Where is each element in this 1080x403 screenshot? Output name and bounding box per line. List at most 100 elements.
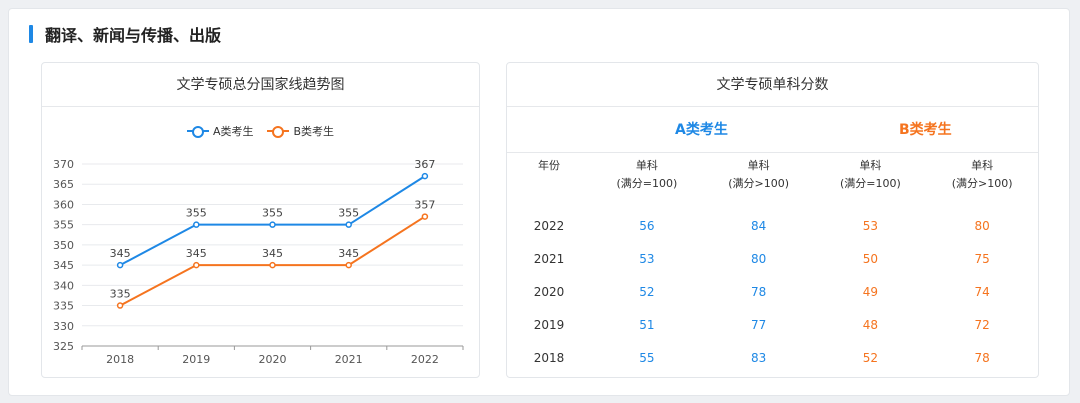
cell-b-eq100: 50 <box>862 251 879 266</box>
header-a-gt100-line2: (满分>100) <box>728 177 790 190</box>
data-point <box>421 172 429 180</box>
cell-b-eq100: 49 <box>862 284 879 299</box>
header-b-gt100-line2: (满分>100) <box>951 177 1013 190</box>
y-tick-label: 355 <box>53 219 74 232</box>
header-a-gt100: 单科 (满分>100) <box>703 153 815 209</box>
y-tick-label: 365 <box>53 178 74 191</box>
line-chart: 325 330 335 340 345 350 355 360 365 370 2018 2019 20… <box>53 158 464 366</box>
cell-b-eq100: 52 <box>862 350 879 365</box>
table-header-row: 年份 单科 (满分=100) 单科 (满分>100) 单科 (满分=100) 单科 (满… <box>507 153 1038 209</box>
group-label-a: A类考生 <box>675 122 728 138</box>
group-label-b: B类考生 <box>899 122 952 138</box>
score-table: 年份 单科 (满分=100) 单科 (满分>100) 单科 (满分=100) 单科 (满… <box>507 153 1038 374</box>
cell-b-gt100: 75 <box>974 251 990 266</box>
cell-b-eq100: 48 <box>862 317 879 332</box>
section-header: 翻译、新闻与传播、出版 <box>29 23 221 45</box>
legend-label-b: B类考生 <box>293 125 335 138</box>
y-tick-label: 370 <box>53 158 74 171</box>
x-tick-label: 2019 <box>182 353 210 366</box>
data-point <box>116 302 124 309</box>
cell-a-gt100: 84 <box>750 218 767 233</box>
data-label: 367 <box>414 158 435 171</box>
series-line-b <box>119 215 426 307</box>
data-point <box>193 261 200 269</box>
header-b-gt100-line1: 单科 <box>971 159 994 172</box>
data-label: 355 <box>262 207 283 220</box>
data-label: 345 <box>110 247 131 260</box>
data-label: 355 <box>186 207 207 220</box>
cell-a-eq100: 56 <box>639 218 655 233</box>
table-panel-title: 文学专硕单科分数 <box>507 63 1038 107</box>
cell-year: 2020 <box>533 284 565 299</box>
y-tick-label: 360 <box>53 198 74 211</box>
legend-label-a: A类考生 <box>212 125 254 138</box>
x-tick-label: 2018 <box>106 353 134 366</box>
table-row: 2019 51 77 48 72 <box>507 308 1038 341</box>
table-row: 2022 56 84 53 80 <box>507 209 1038 242</box>
header-b-eq100-line1: 单科 <box>859 159 882 172</box>
data-label: 345 <box>338 247 359 260</box>
cell-a-gt100: 77 <box>750 317 767 332</box>
cell-a-gt100: 78 <box>750 284 767 299</box>
data-point <box>269 221 276 228</box>
y-tick-label: 345 <box>53 259 74 272</box>
cell-b-eq100: 53 <box>862 218 879 233</box>
cell-a-gt100: 80 <box>750 251 767 266</box>
cell-a-eq100: 51 <box>639 317 655 332</box>
data-point <box>116 261 124 269</box>
score-table-panel: 文学专硕单科分数 A类考生 B类考生 年份 单科 (满分=100) 单科 (满分>1… <box>506 62 1039 378</box>
data-point <box>345 221 352 228</box>
data-point <box>345 261 352 269</box>
data-point <box>421 213 429 220</box>
cell-year: 2022 <box>533 218 565 233</box>
section-accent-bar <box>29 25 33 43</box>
group-header-row: A类考生 B类考生 <box>507 107 1038 153</box>
cell-a-gt100: 83 <box>750 350 767 365</box>
y-tick-label: 325 <box>53 340 74 353</box>
cell-year: 2019 <box>533 317 565 332</box>
y-tick-label: 340 <box>53 279 74 292</box>
data-point <box>193 221 200 228</box>
legend-swatch-a <box>186 125 209 138</box>
data-label: 345 <box>262 247 283 260</box>
cell-a-eq100: 52 <box>639 284 655 299</box>
header-a-gt100-line1: 单科 <box>747 159 770 172</box>
data-label: 357 <box>414 199 435 212</box>
header-b-gt100: 单科 (满分>100) <box>926 153 1038 209</box>
data-point <box>269 261 276 269</box>
cell-a-eq100: 53 <box>639 251 655 266</box>
header-a-eq100-line1: 单科 <box>635 159 658 172</box>
data-label: 345 <box>186 247 207 260</box>
cell-b-gt100: 72 <box>974 317 990 332</box>
x-tick-label: 2021 <box>335 353 363 366</box>
header-a-eq100-line2: (满分=100) <box>616 177 678 190</box>
data-label: 355 <box>338 207 359 220</box>
chart-legend: A类考生 B类考生 <box>42 123 479 139</box>
y-tick-label: 330 <box>53 320 74 333</box>
cell-year: 2018 <box>533 350 565 365</box>
legend-swatch-b <box>267 125 290 138</box>
y-tick-label: 335 <box>53 300 74 313</box>
header-a-eq100: 单科 (满分=100) <box>591 153 703 209</box>
table-row: 2020 52 78 49 74 <box>507 275 1038 308</box>
cell-b-gt100: 80 <box>974 218 990 233</box>
legend-item-b[interactable]: B类考生 <box>267 123 334 139</box>
legend-item-a[interactable]: A类考生 <box>186 123 254 139</box>
trend-chart-panel: 文学专硕总分国家线趋势图 A类考生 B类考生 325 330 335 340 345 35… <box>41 62 480 378</box>
content-card: 翻译、新闻与传播、出版 文学专硕总分国家线趋势图 A类考生 B类考生 325 33… <box>8 8 1070 396</box>
table-row: 2021 53 80 50 75 <box>507 242 1038 275</box>
y-tick-label: 350 <box>53 239 74 252</box>
chart-panel-title: 文学专硕总分国家线趋势图 <box>42 63 479 107</box>
cell-b-gt100: 74 <box>974 284 990 299</box>
table-row: 2018 55 83 52 78 <box>507 341 1038 374</box>
header-b-eq100-line2: (满分=100) <box>839 177 901 190</box>
header-year: 年份 <box>538 159 560 172</box>
cell-year: 2021 <box>533 251 565 266</box>
x-tick-label: 2020 <box>259 353 287 366</box>
section-title: 翻译、新闻与传播、出版 <box>45 26 222 45</box>
cell-a-eq100: 55 <box>639 350 655 365</box>
x-tick-label: 2022 <box>411 353 439 366</box>
data-label: 335 <box>110 288 131 301</box>
cell-b-gt100: 78 <box>974 350 990 365</box>
header-b-eq100: 单科 (满分=100) <box>815 153 927 209</box>
